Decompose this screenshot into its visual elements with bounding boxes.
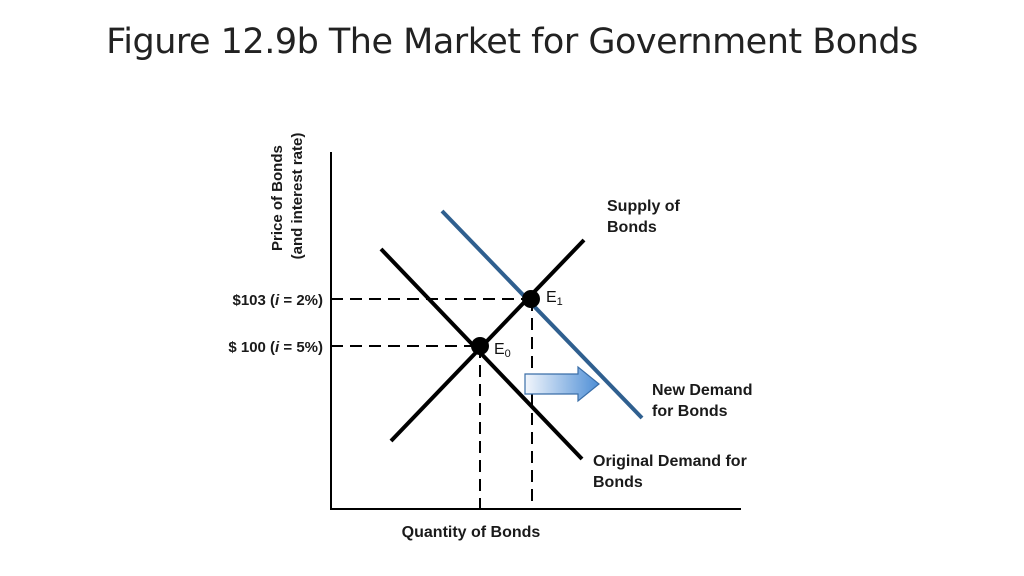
equilibrium-e0-point <box>471 337 489 355</box>
price-100-label: $ 100 (i = 5%) <box>228 339 323 356</box>
price-103-label: $103 (i = 2%) <box>233 292 324 309</box>
original-demand-curve-label: Original Demand for Bonds <box>593 453 751 491</box>
page-title: Figure 12.9b The Market for Government B… <box>106 22 918 62</box>
equilibrium-e0-label: E0 <box>494 341 511 360</box>
equilibrium-e1-point <box>522 290 540 308</box>
y-axis-label: Price of Bonds (and interest rate) <box>269 133 306 260</box>
right-arrow-icon <box>524 365 600 403</box>
equilibrium-e1-label: E1 <box>546 289 563 308</box>
x-axis-label: Quantity of Bonds <box>402 524 541 541</box>
new-demand-curve <box>440 209 644 420</box>
new-demand-curve-label: New Demand for Bonds <box>652 382 757 420</box>
supply-curve <box>389 238 586 443</box>
supply-curve-label: Supply of Bonds <box>607 198 684 236</box>
